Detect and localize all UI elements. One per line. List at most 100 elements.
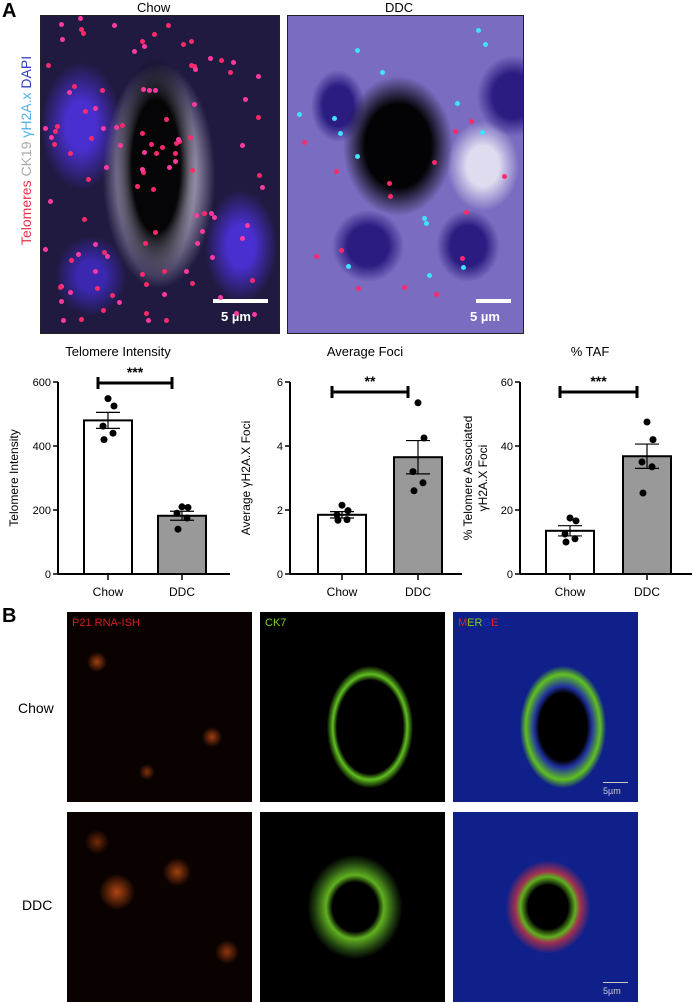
focus-dot xyxy=(181,42,187,48)
scale-bar xyxy=(213,299,268,303)
y-axis-label: % Telomere Associated xyxy=(461,416,475,541)
image-title-chow: Chow xyxy=(137,0,171,15)
legend-segment: γH2A.x xyxy=(18,92,34,138)
data-point xyxy=(174,525,182,533)
focus-dot xyxy=(209,211,215,217)
data-point xyxy=(643,418,651,426)
data-point xyxy=(104,395,112,403)
focus-dot xyxy=(103,164,109,170)
focus-dot xyxy=(117,299,122,305)
legend-segment: G xyxy=(482,617,492,629)
y-tick-label: 2 xyxy=(277,505,283,517)
data-point xyxy=(173,509,181,517)
focus-dot xyxy=(388,194,394,200)
row-label-ddc: DDC xyxy=(22,897,53,913)
x-tick-label: Chow xyxy=(93,585,124,599)
y-tick-label: 60 xyxy=(501,377,513,389)
focus-dot xyxy=(144,310,150,316)
focus-dot xyxy=(46,63,52,69)
focus-dot xyxy=(59,36,65,42)
focus-dot xyxy=(380,70,386,76)
focus-dot xyxy=(71,84,77,90)
data-point xyxy=(178,503,186,511)
data-point xyxy=(100,436,108,444)
focus-dot xyxy=(259,185,265,191)
focus-dot xyxy=(100,88,106,94)
focus-dot xyxy=(82,216,88,222)
focus-dot xyxy=(94,285,100,291)
focus-dot xyxy=(101,307,106,313)
focus-dot xyxy=(239,236,245,242)
y-tick-label: 40 xyxy=(501,441,513,453)
focus-dot xyxy=(154,151,159,157)
focus-dot xyxy=(163,317,169,323)
focus-dot xyxy=(61,318,67,324)
focus-dot xyxy=(468,119,474,125)
focus-dot xyxy=(93,241,99,247)
bar xyxy=(622,455,672,575)
scale-bar-label: 5 µm xyxy=(470,309,500,324)
focus-dot xyxy=(423,220,429,226)
focus-dot xyxy=(113,125,119,131)
data-point xyxy=(343,516,351,524)
y-tick-label: 4 xyxy=(277,441,283,453)
focus-dot xyxy=(79,316,85,322)
focus-dot xyxy=(92,106,98,112)
y-tick-label: 600 xyxy=(33,377,51,389)
focus-dot xyxy=(42,125,48,131)
column-label: P21 RNA-ISH xyxy=(72,617,140,629)
data-point xyxy=(571,535,579,543)
focus-dot xyxy=(159,144,165,150)
data-point xyxy=(566,514,574,522)
focus-dot xyxy=(302,140,308,146)
focus-dot xyxy=(183,268,189,274)
x-tick-label: Chow xyxy=(555,585,586,599)
focus-dot xyxy=(140,39,146,44)
focus-dot xyxy=(58,284,64,290)
focus-dot xyxy=(200,228,206,234)
focus-dot xyxy=(86,176,92,182)
ck7-ddc-image xyxy=(260,812,445,1002)
data-point xyxy=(561,530,569,538)
data-point xyxy=(420,434,428,442)
focus-dot xyxy=(431,160,437,166)
focus-dot xyxy=(92,269,98,275)
focus-dot xyxy=(78,27,84,33)
data-point xyxy=(184,503,192,511)
focus-dot xyxy=(101,125,107,131)
focus-dot xyxy=(101,249,107,255)
y-tick-label: 400 xyxy=(33,441,51,453)
focus-dot xyxy=(189,63,195,68)
focus-dot xyxy=(355,154,361,160)
focus-dot xyxy=(460,264,466,270)
focus-dot xyxy=(165,23,171,29)
focus-dot xyxy=(140,170,146,176)
x-tick-label: DDC xyxy=(169,585,195,599)
chart-title: Telomere Intensity xyxy=(65,344,171,359)
focus-dot xyxy=(208,56,214,62)
focus-dot xyxy=(152,230,158,236)
ck7-chow-image: CK7 xyxy=(260,612,445,802)
legend-segment: M xyxy=(458,617,468,629)
merge-ddc-image: 5µm xyxy=(453,812,638,1002)
focus-dot xyxy=(482,41,488,47)
significance-label: *** xyxy=(127,364,144,380)
focus-dot xyxy=(135,183,141,189)
focus-dot xyxy=(211,215,217,221)
focus-dot xyxy=(104,254,110,260)
focus-dot xyxy=(193,67,199,73)
focus-dot xyxy=(202,210,208,216)
focus-dot xyxy=(68,151,74,157)
bar xyxy=(393,456,443,575)
focus-dot xyxy=(463,210,469,216)
focus-dot xyxy=(151,187,157,193)
focus-dot xyxy=(455,100,461,106)
data-point xyxy=(419,479,427,487)
focus-dot xyxy=(78,16,84,22)
focus-dot xyxy=(146,318,152,324)
focus-dot xyxy=(173,159,179,165)
focus-dot xyxy=(227,70,233,76)
data-point xyxy=(110,402,118,410)
focus-dot xyxy=(68,290,74,296)
